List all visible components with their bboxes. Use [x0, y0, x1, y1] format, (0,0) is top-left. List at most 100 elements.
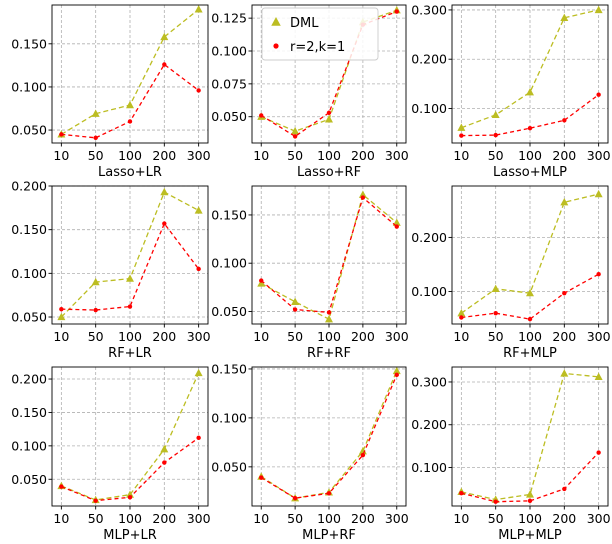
- data-point-dml: [325, 115, 333, 123]
- subplot-lasso-rf: 0.050 0.075 0.100 0.125 10 50 100 200 300 Lasso+R…: [211, 4, 409, 180]
- data-point-r2k1: [259, 475, 264, 480]
- data-point-dml: [160, 32, 169, 41]
- data-point-r2k1: [527, 316, 533, 322]
- x-tick-label: 50: [488, 329, 504, 344]
- data-point-dml: [560, 369, 569, 377]
- data-point-r2k1: [459, 315, 464, 320]
- data-point-r2k1: [162, 460, 167, 465]
- subplot-rf-lr: 0.050 0.100 0.150 0.200 10 50 100 200 300 RF+LR: [11, 179, 210, 362]
- data-point-dml: [594, 372, 603, 380]
- x-axis-label: MLP+RF: [302, 528, 356, 543]
- x-tick-label: 100: [518, 329, 542, 344]
- data-point-dml: [491, 284, 500, 292]
- x-tick-label: 200: [152, 148, 176, 163]
- data-point-r2k1: [493, 499, 498, 504]
- y-tick-label: 0.300: [411, 374, 447, 389]
- x-tick-label: 300: [385, 511, 409, 526]
- data-point-dml: [325, 314, 333, 323]
- y-tick-label: 0.200: [411, 52, 447, 67]
- data-point-r2k1: [127, 495, 133, 500]
- data-point-dml: [57, 312, 66, 321]
- data-point-dml: [358, 446, 367, 455]
- x-tick-label: 10: [453, 148, 469, 163]
- x-tick-label: 50: [488, 511, 504, 526]
- y-tick-label: 0.100: [211, 44, 247, 59]
- data-point-r2k1: [394, 372, 399, 378]
- data-point-r2k1: [59, 306, 64, 312]
- data-point-dml: [560, 13, 569, 21]
- legend-marker-dml: [271, 17, 281, 26]
- x-tick-label: 10: [253, 329, 269, 344]
- data-point-r2k1: [59, 132, 64, 137]
- data-point-r2k1: [127, 119, 133, 124]
- x-tick-label: 200: [351, 511, 375, 526]
- x-tick-label: 50: [488, 148, 504, 163]
- x-tick-label: 300: [587, 329, 611, 344]
- data-point-r2k1: [394, 9, 399, 14]
- x-tick-label: 200: [152, 511, 176, 526]
- data-point-r2k1: [196, 435, 201, 441]
- data-point-r2k1: [292, 495, 298, 501]
- data-point-dml: [194, 206, 203, 214]
- data-point-r2k1: [196, 88, 201, 93]
- data-point-r2k1: [596, 92, 601, 97]
- data-point-dml: [194, 5, 203, 13]
- x-axis-label: MLP+LR: [103, 528, 156, 543]
- data-point-r2k1: [259, 113, 264, 118]
- data-point-dml: [126, 274, 134, 282]
- x-axis-label: RF+MLP: [503, 346, 557, 361]
- y-tick-label: 0.100: [411, 460, 447, 475]
- x-axis-label: RF+LR: [108, 346, 152, 361]
- data-point-dml: [560, 198, 569, 206]
- y-tick-label: 0.100: [11, 79, 47, 94]
- series-line-r2k1: [461, 452, 600, 503]
- subplot-lasso-lr: 0.050 0.100 0.150 10 50 100 200 300 Lasso+LR: [11, 4, 211, 180]
- data-point-r2k1: [527, 126, 533, 131]
- x-axis-label: MLP+MLP: [498, 528, 562, 543]
- x-tick-label: 300: [187, 511, 211, 526]
- data-point-dml: [91, 277, 100, 286]
- data-point-r2k1: [93, 498, 98, 503]
- x-tick-label: 50: [287, 511, 303, 526]
- y-tick-label: 0.100: [11, 438, 47, 453]
- y-tick-label: 0.150: [11, 36, 47, 51]
- y-tick-label: 0.100: [11, 266, 47, 281]
- legend-label: DML: [290, 16, 319, 31]
- x-tick-label: 10: [53, 511, 69, 526]
- series-line-dml: [461, 9, 599, 129]
- data-point-dml: [594, 189, 603, 198]
- data-point-r2k1: [493, 132, 498, 138]
- y-tick-label: 0.150: [11, 405, 47, 420]
- x-tick-label: 10: [453, 511, 469, 526]
- y-tick-label: 0.300: [411, 2, 447, 17]
- y-tick-label: 0.125: [211, 11, 247, 26]
- data-point-r2k1: [259, 278, 264, 283]
- legend-label: r=2,k=1: [290, 40, 345, 55]
- data-point-r2k1: [93, 135, 98, 141]
- x-tick-label: 10: [453, 329, 469, 344]
- data-point-r2k1: [196, 266, 201, 272]
- x-tick-label: 10: [53, 148, 69, 163]
- x-tick-label: 100: [518, 511, 542, 526]
- legend-box: [261, 7, 379, 61]
- data-point-r2k1: [326, 491, 332, 496]
- x-tick-label: 300: [587, 148, 611, 163]
- data-point-r2k1: [292, 307, 298, 312]
- subplot-mlp-rf: 0.050 0.100 0.150 10 50 100 200 300 MLP+RF: [211, 361, 409, 543]
- y-tick-label: 0.050: [211, 109, 247, 124]
- data-point-r2k1: [459, 133, 464, 138]
- x-tick-label: 300: [587, 511, 611, 526]
- data-point-r2k1: [562, 118, 567, 123]
- data-point-r2k1: [326, 310, 332, 315]
- data-point-dml: [526, 88, 534, 96]
- y-tick-label: 0.050: [211, 459, 247, 474]
- y-tick-label: 0.050: [11, 123, 47, 138]
- data-point-dml: [194, 368, 203, 377]
- data-point-dml: [257, 279, 266, 287]
- y-tick-label: 0.200: [411, 417, 447, 432]
- subplot-rf-mlp: 0.100 0.200 10 50 100 200 300 RF+MLP: [411, 185, 611, 361]
- x-tick-label: 10: [253, 148, 269, 163]
- x-tick-label: 200: [351, 148, 375, 163]
- data-point-dml: [358, 190, 367, 198]
